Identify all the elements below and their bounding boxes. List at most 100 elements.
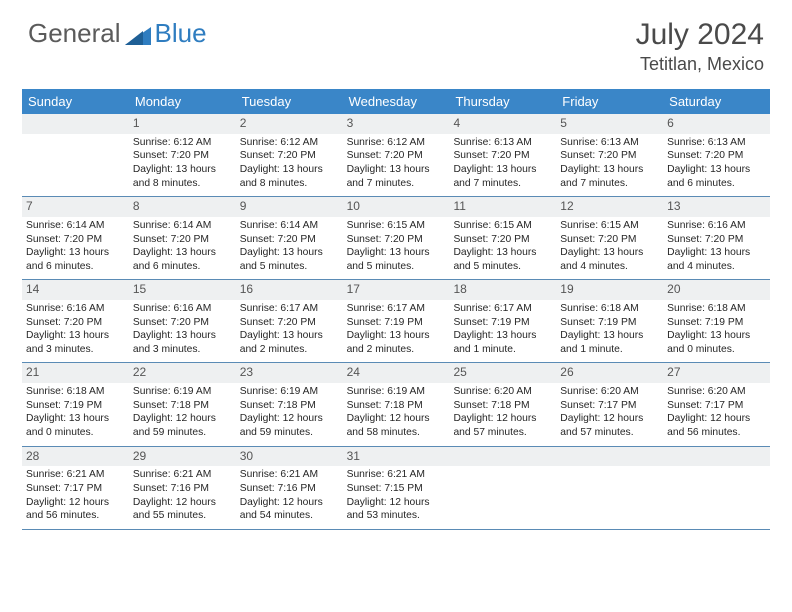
day-cell: Sunrise: 6:19 AMSunset: 7:18 PMDaylight:… bbox=[129, 383, 236, 445]
daylight-text: and 7 minutes. bbox=[453, 177, 552, 191]
location: Tetitlan, Mexico bbox=[636, 54, 764, 75]
day-cell: Sunrise: 6:20 AMSunset: 7:18 PMDaylight:… bbox=[449, 383, 556, 445]
day-number: 21 bbox=[22, 363, 129, 383]
sunset-text: Sunset: 7:17 PM bbox=[667, 399, 766, 413]
daylight-text: Daylight: 13 hours bbox=[453, 246, 552, 260]
sunset-text: Sunset: 7:17 PM bbox=[560, 399, 659, 413]
daynum-cell bbox=[556, 447, 663, 467]
day-cell: Sunrise: 6:15 AMSunset: 7:20 PMDaylight:… bbox=[343, 217, 450, 279]
header: General Blue July 2024 Tetitlan, Mexico bbox=[0, 0, 792, 83]
day-number: 13 bbox=[663, 197, 770, 217]
daynum-cell: 6 bbox=[663, 114, 770, 134]
sunset-text: Sunset: 7:20 PM bbox=[667, 233, 766, 247]
day-number bbox=[556, 447, 663, 451]
day-cell: Sunrise: 6:19 AMSunset: 7:18 PMDaylight:… bbox=[236, 383, 343, 445]
daylight-text: and 8 minutes. bbox=[133, 177, 232, 191]
daylight-text: and 54 minutes. bbox=[240, 509, 339, 523]
week-row: Sunrise: 6:12 AMSunset: 7:20 PMDaylight:… bbox=[22, 134, 770, 197]
sunset-text: Sunset: 7:18 PM bbox=[347, 399, 446, 413]
dow-fri: Friday bbox=[556, 89, 663, 114]
daynum-cell: 26 bbox=[556, 363, 663, 383]
day-number: 30 bbox=[236, 447, 343, 467]
daynum-cell: 28 bbox=[22, 447, 129, 467]
day-number: 31 bbox=[343, 447, 450, 467]
daylight-text: Daylight: 13 hours bbox=[560, 163, 659, 177]
day-number: 5 bbox=[556, 114, 663, 134]
day-cell: Sunrise: 6:18 AMSunset: 7:19 PMDaylight:… bbox=[22, 383, 129, 445]
daylight-text: Daylight: 12 hours bbox=[667, 412, 766, 426]
sunset-text: Sunset: 7:18 PM bbox=[240, 399, 339, 413]
dow-row: Sunday Monday Tuesday Wednesday Thursday… bbox=[22, 89, 770, 114]
daylight-text: and 57 minutes. bbox=[560, 426, 659, 440]
daylight-text: and 1 minute. bbox=[560, 343, 659, 357]
day-cell bbox=[663, 466, 770, 528]
sunrise-text: Sunrise: 6:14 AM bbox=[133, 219, 232, 233]
daylight-text: Daylight: 13 hours bbox=[347, 246, 446, 260]
sunrise-text: Sunrise: 6:15 AM bbox=[560, 219, 659, 233]
day-number: 24 bbox=[343, 363, 450, 383]
calendar: Sunday Monday Tuesday Wednesday Thursday… bbox=[22, 89, 770, 530]
day-cell: Sunrise: 6:13 AMSunset: 7:20 PMDaylight:… bbox=[663, 134, 770, 196]
sunrise-text: Sunrise: 6:15 AM bbox=[347, 219, 446, 233]
sunrise-text: Sunrise: 6:19 AM bbox=[240, 385, 339, 399]
daylight-text: and 6 minutes. bbox=[133, 260, 232, 274]
daylight-text: and 7 minutes. bbox=[347, 177, 446, 191]
daynum-row: 14151617181920 bbox=[22, 280, 770, 300]
daylight-text: Daylight: 12 hours bbox=[560, 412, 659, 426]
daylight-text: and 3 minutes. bbox=[133, 343, 232, 357]
sunset-text: Sunset: 7:19 PM bbox=[667, 316, 766, 330]
daynum-cell bbox=[22, 114, 129, 134]
daynum-cell: 30 bbox=[236, 447, 343, 467]
day-number: 9 bbox=[236, 197, 343, 217]
daylight-text: and 5 minutes. bbox=[347, 260, 446, 274]
daylight-text: and 0 minutes. bbox=[667, 343, 766, 357]
title-block: July 2024 Tetitlan, Mexico bbox=[636, 18, 764, 75]
sunrise-text: Sunrise: 6:21 AM bbox=[240, 468, 339, 482]
day-number: 25 bbox=[449, 363, 556, 383]
daylight-text: and 6 minutes. bbox=[26, 260, 125, 274]
daylight-text: and 4 minutes. bbox=[560, 260, 659, 274]
daylight-text: and 2 minutes. bbox=[347, 343, 446, 357]
daylight-text: and 55 minutes. bbox=[133, 509, 232, 523]
daylight-text: Daylight: 12 hours bbox=[26, 496, 125, 510]
sunrise-text: Sunrise: 6:21 AM bbox=[347, 468, 446, 482]
sunrise-text: Sunrise: 6:15 AM bbox=[453, 219, 552, 233]
sunset-text: Sunset: 7:20 PM bbox=[453, 149, 552, 163]
daynum-cell: 16 bbox=[236, 280, 343, 300]
daynum-cell: 8 bbox=[129, 197, 236, 217]
sunrise-text: Sunrise: 6:14 AM bbox=[26, 219, 125, 233]
dow-sat: Saturday bbox=[663, 89, 770, 114]
sunset-text: Sunset: 7:20 PM bbox=[240, 233, 339, 247]
sunrise-text: Sunrise: 6:16 AM bbox=[667, 219, 766, 233]
day-cell: Sunrise: 6:13 AMSunset: 7:20 PMDaylight:… bbox=[449, 134, 556, 196]
daylight-text: and 56 minutes. bbox=[667, 426, 766, 440]
daylight-text: Daylight: 13 hours bbox=[667, 246, 766, 260]
day-cell: Sunrise: 6:18 AMSunset: 7:19 PMDaylight:… bbox=[556, 300, 663, 362]
daylight-text: Daylight: 12 hours bbox=[240, 412, 339, 426]
sunset-text: Sunset: 7:20 PM bbox=[26, 316, 125, 330]
daylight-text: Daylight: 13 hours bbox=[240, 246, 339, 260]
day-number: 15 bbox=[129, 280, 236, 300]
daylight-text: Daylight: 13 hours bbox=[133, 163, 232, 177]
sunset-text: Sunset: 7:20 PM bbox=[453, 233, 552, 247]
sunrise-text: Sunrise: 6:16 AM bbox=[133, 302, 232, 316]
day-number: 23 bbox=[236, 363, 343, 383]
sunset-text: Sunset: 7:20 PM bbox=[347, 233, 446, 247]
daynum-cell: 12 bbox=[556, 197, 663, 217]
sunrise-text: Sunrise: 6:21 AM bbox=[26, 468, 125, 482]
daynum-cell: 18 bbox=[449, 280, 556, 300]
sunset-text: Sunset: 7:18 PM bbox=[453, 399, 552, 413]
sunrise-text: Sunrise: 6:17 AM bbox=[347, 302, 446, 316]
daynum-cell: 2 bbox=[236, 114, 343, 134]
day-number: 29 bbox=[129, 447, 236, 467]
day-cell: Sunrise: 6:13 AMSunset: 7:20 PMDaylight:… bbox=[556, 134, 663, 196]
daylight-text: and 59 minutes. bbox=[240, 426, 339, 440]
dow-sun: Sunday bbox=[22, 89, 129, 114]
daylight-text: Daylight: 13 hours bbox=[667, 329, 766, 343]
daylight-text: Daylight: 12 hours bbox=[133, 412, 232, 426]
day-cell: Sunrise: 6:12 AMSunset: 7:20 PMDaylight:… bbox=[129, 134, 236, 196]
day-number: 17 bbox=[343, 280, 450, 300]
sunset-text: Sunset: 7:20 PM bbox=[347, 149, 446, 163]
daynum-row: 78910111213 bbox=[22, 197, 770, 217]
day-number: 14 bbox=[22, 280, 129, 300]
